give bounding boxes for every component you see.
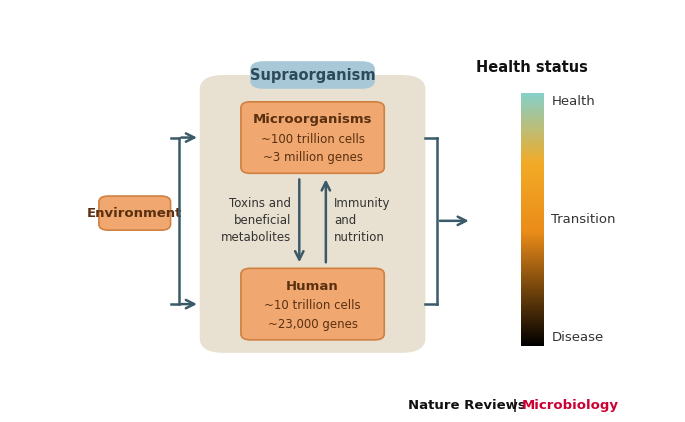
FancyBboxPatch shape bbox=[200, 75, 425, 353]
Text: Microbiology: Microbiology bbox=[522, 400, 619, 412]
FancyBboxPatch shape bbox=[241, 268, 384, 340]
FancyBboxPatch shape bbox=[241, 102, 384, 173]
Text: Nature Reviews: Nature Reviews bbox=[408, 400, 525, 412]
Text: Immunity
and
nutrition: Immunity and nutrition bbox=[334, 197, 390, 244]
Text: Health: Health bbox=[551, 95, 595, 108]
Text: Health status: Health status bbox=[476, 60, 588, 75]
Text: ~100 trillion cells: ~100 trillion cells bbox=[260, 133, 364, 146]
Text: ~3 million genes: ~3 million genes bbox=[262, 151, 362, 164]
Text: Toxins and
beneficial
metabolites: Toxins and beneficial metabolites bbox=[221, 197, 291, 244]
Text: Supraorganism: Supraorganism bbox=[250, 68, 375, 83]
Text: |: | bbox=[508, 400, 523, 412]
Text: ~23,000 genes: ~23,000 genes bbox=[268, 318, 358, 331]
FancyBboxPatch shape bbox=[99, 196, 171, 230]
Text: ~10 trillion cells: ~10 trillion cells bbox=[264, 299, 361, 312]
FancyBboxPatch shape bbox=[250, 61, 375, 89]
Text: Transition: Transition bbox=[551, 213, 616, 226]
Text: Microorganisms: Microorganisms bbox=[253, 113, 373, 126]
Text: Environment: Environment bbox=[87, 207, 182, 219]
Text: Human: Human bbox=[286, 280, 339, 293]
Text: Disease: Disease bbox=[551, 331, 603, 344]
